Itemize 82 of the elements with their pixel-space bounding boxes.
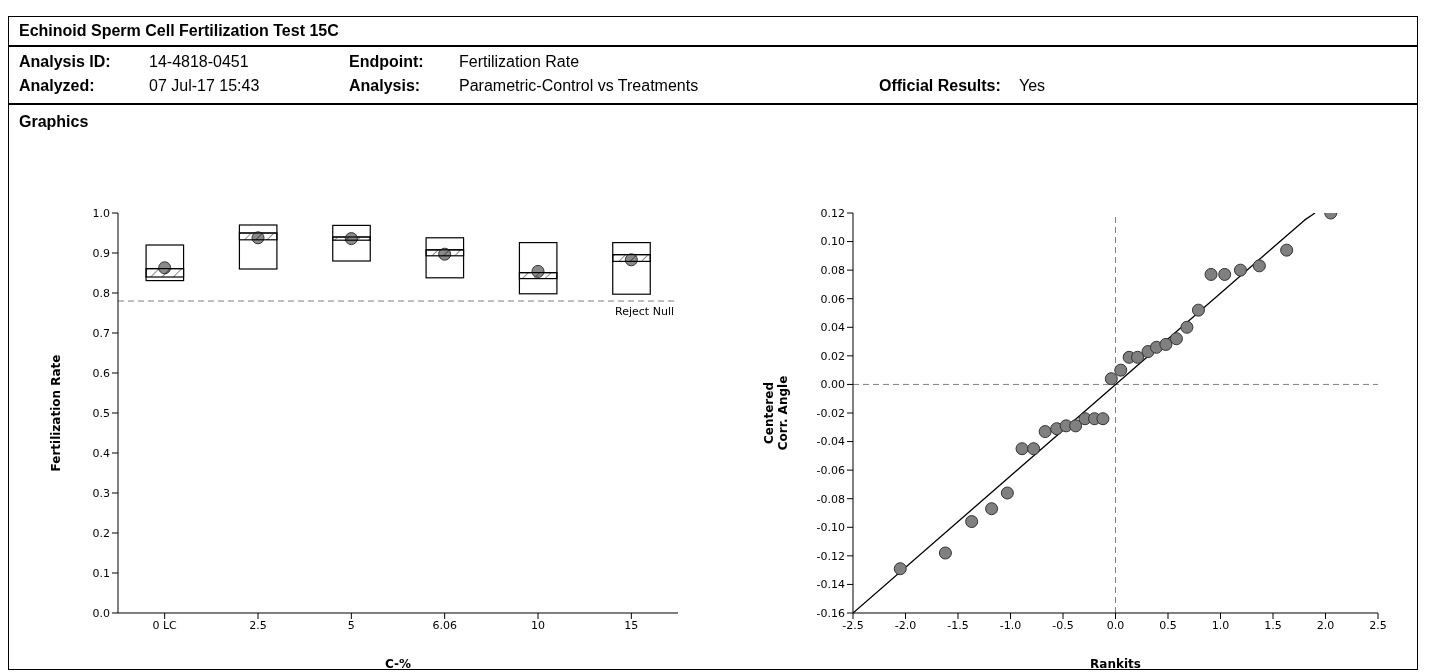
text: Analyzed:: [19, 77, 95, 95]
y-tick-label: -0.02: [816, 406, 845, 420]
point: [1038, 425, 1052, 439]
y-tick-label: 0.06: [820, 292, 845, 306]
point: [1027, 442, 1041, 456]
x-tick-label: 15: [624, 618, 639, 632]
y-tick-label: -0.06: [816, 464, 845, 478]
x-tick-label: 0.0: [1106, 618, 1125, 632]
point: [1169, 332, 1183, 346]
x-tick-label: -1.0: [999, 618, 1022, 632]
x-tick-label: 1.0: [1211, 618, 1230, 632]
y-tick-label: 0.4: [92, 446, 110, 460]
x-tick-label: -2.0: [894, 618, 917, 632]
text: Analysis ID:: [19, 53, 111, 71]
text: Endpoint:: [349, 53, 424, 71]
text: Parametric-Control vs Treatments: [459, 77, 699, 95]
text: Yes: [1019, 77, 1046, 95]
y-tick-label: 0.9: [92, 246, 110, 260]
point: [1191, 303, 1205, 317]
point: [1114, 363, 1128, 377]
y-tick-label: 0.0: [92, 606, 110, 620]
text: Graphics: [19, 113, 89, 131]
point: [1204, 267, 1218, 281]
y-tick-label: 0.6: [92, 366, 110, 380]
y-tick-label: 0.08: [820, 264, 845, 278]
text: Fertilization Rate: [459, 53, 580, 71]
x-tick-label: 2.5: [249, 618, 267, 632]
text: Official Results:: [879, 77, 1001, 95]
y-tick-label: 0.04: [820, 321, 845, 335]
y-tick-label: 0.3: [92, 486, 110, 500]
point: [1233, 263, 1247, 277]
point: [1218, 267, 1232, 281]
x-tick-label: 2.0: [1316, 618, 1335, 632]
text: 07 Jul-17 15:43: [149, 77, 260, 95]
point: [893, 562, 907, 576]
point: [965, 515, 979, 529]
ref-line-label: Reject Null: [615, 305, 674, 318]
point: [938, 546, 952, 560]
y-tick-label: 0.10: [820, 235, 845, 249]
text: 14-4818-0451: [149, 53, 249, 71]
x-tick-label: -0.5: [1052, 618, 1074, 632]
point: [1252, 259, 1266, 273]
y-tick-label: 1.0: [92, 206, 110, 220]
point: [985, 502, 999, 516]
y-tick-label: -0.10: [816, 521, 845, 535]
y-tick-label: 0.7: [92, 326, 110, 340]
x-tick-label: -1.5: [947, 618, 969, 632]
y-tick-label: 0.02: [820, 349, 845, 363]
point: [1159, 337, 1173, 351]
point: [1104, 372, 1118, 386]
y-tick-label: -0.08: [816, 492, 845, 506]
y-tick-label: -0.04: [816, 435, 845, 449]
y-tick-label: 0.12: [820, 206, 845, 220]
point: [1000, 486, 1014, 500]
x-tick-label: -2.5: [842, 618, 864, 632]
y-tick-label: 0.2: [92, 526, 110, 540]
y-tick-label: -0.16: [816, 606, 845, 620]
y-tick-label: 0.8: [92, 286, 110, 300]
x-tick-label: 0.5: [1159, 618, 1177, 632]
y-axis-title: Centered Corr. Angle: [762, 375, 790, 451]
point: [1280, 243, 1294, 257]
x-tick-label: 2.5: [1369, 618, 1387, 632]
x-tick-label: 1.5: [1264, 618, 1282, 632]
point: [1015, 442, 1029, 456]
point: [1131, 350, 1145, 364]
x-tick-label: 10: [531, 618, 545, 632]
x-tick-label: 0 LC: [152, 618, 178, 632]
chart-title: Echinoid Sperm Cell Fertilization Test 15C: [19, 22, 339, 40]
point: [1096, 412, 1110, 426]
x-tick-label: 6.06: [432, 618, 457, 632]
point: [1180, 320, 1194, 334]
y-tick-label: 0.00: [820, 378, 845, 392]
x-axis-title: Rankits: [1090, 657, 1141, 671]
x-tick-label: 5: [347, 618, 355, 632]
point: [1069, 419, 1083, 433]
y-axis-title: Fertilization Rate: [49, 354, 63, 472]
y-tick-label: 0.5: [92, 406, 110, 420]
y-tick-label: 0.1: [92, 566, 110, 580]
text: Analysis:: [349, 77, 421, 95]
y-tick-label: -0.12: [816, 549, 845, 563]
y-tick-label: -0.14: [816, 578, 845, 592]
x-axis-title: C-%: [384, 657, 412, 671]
